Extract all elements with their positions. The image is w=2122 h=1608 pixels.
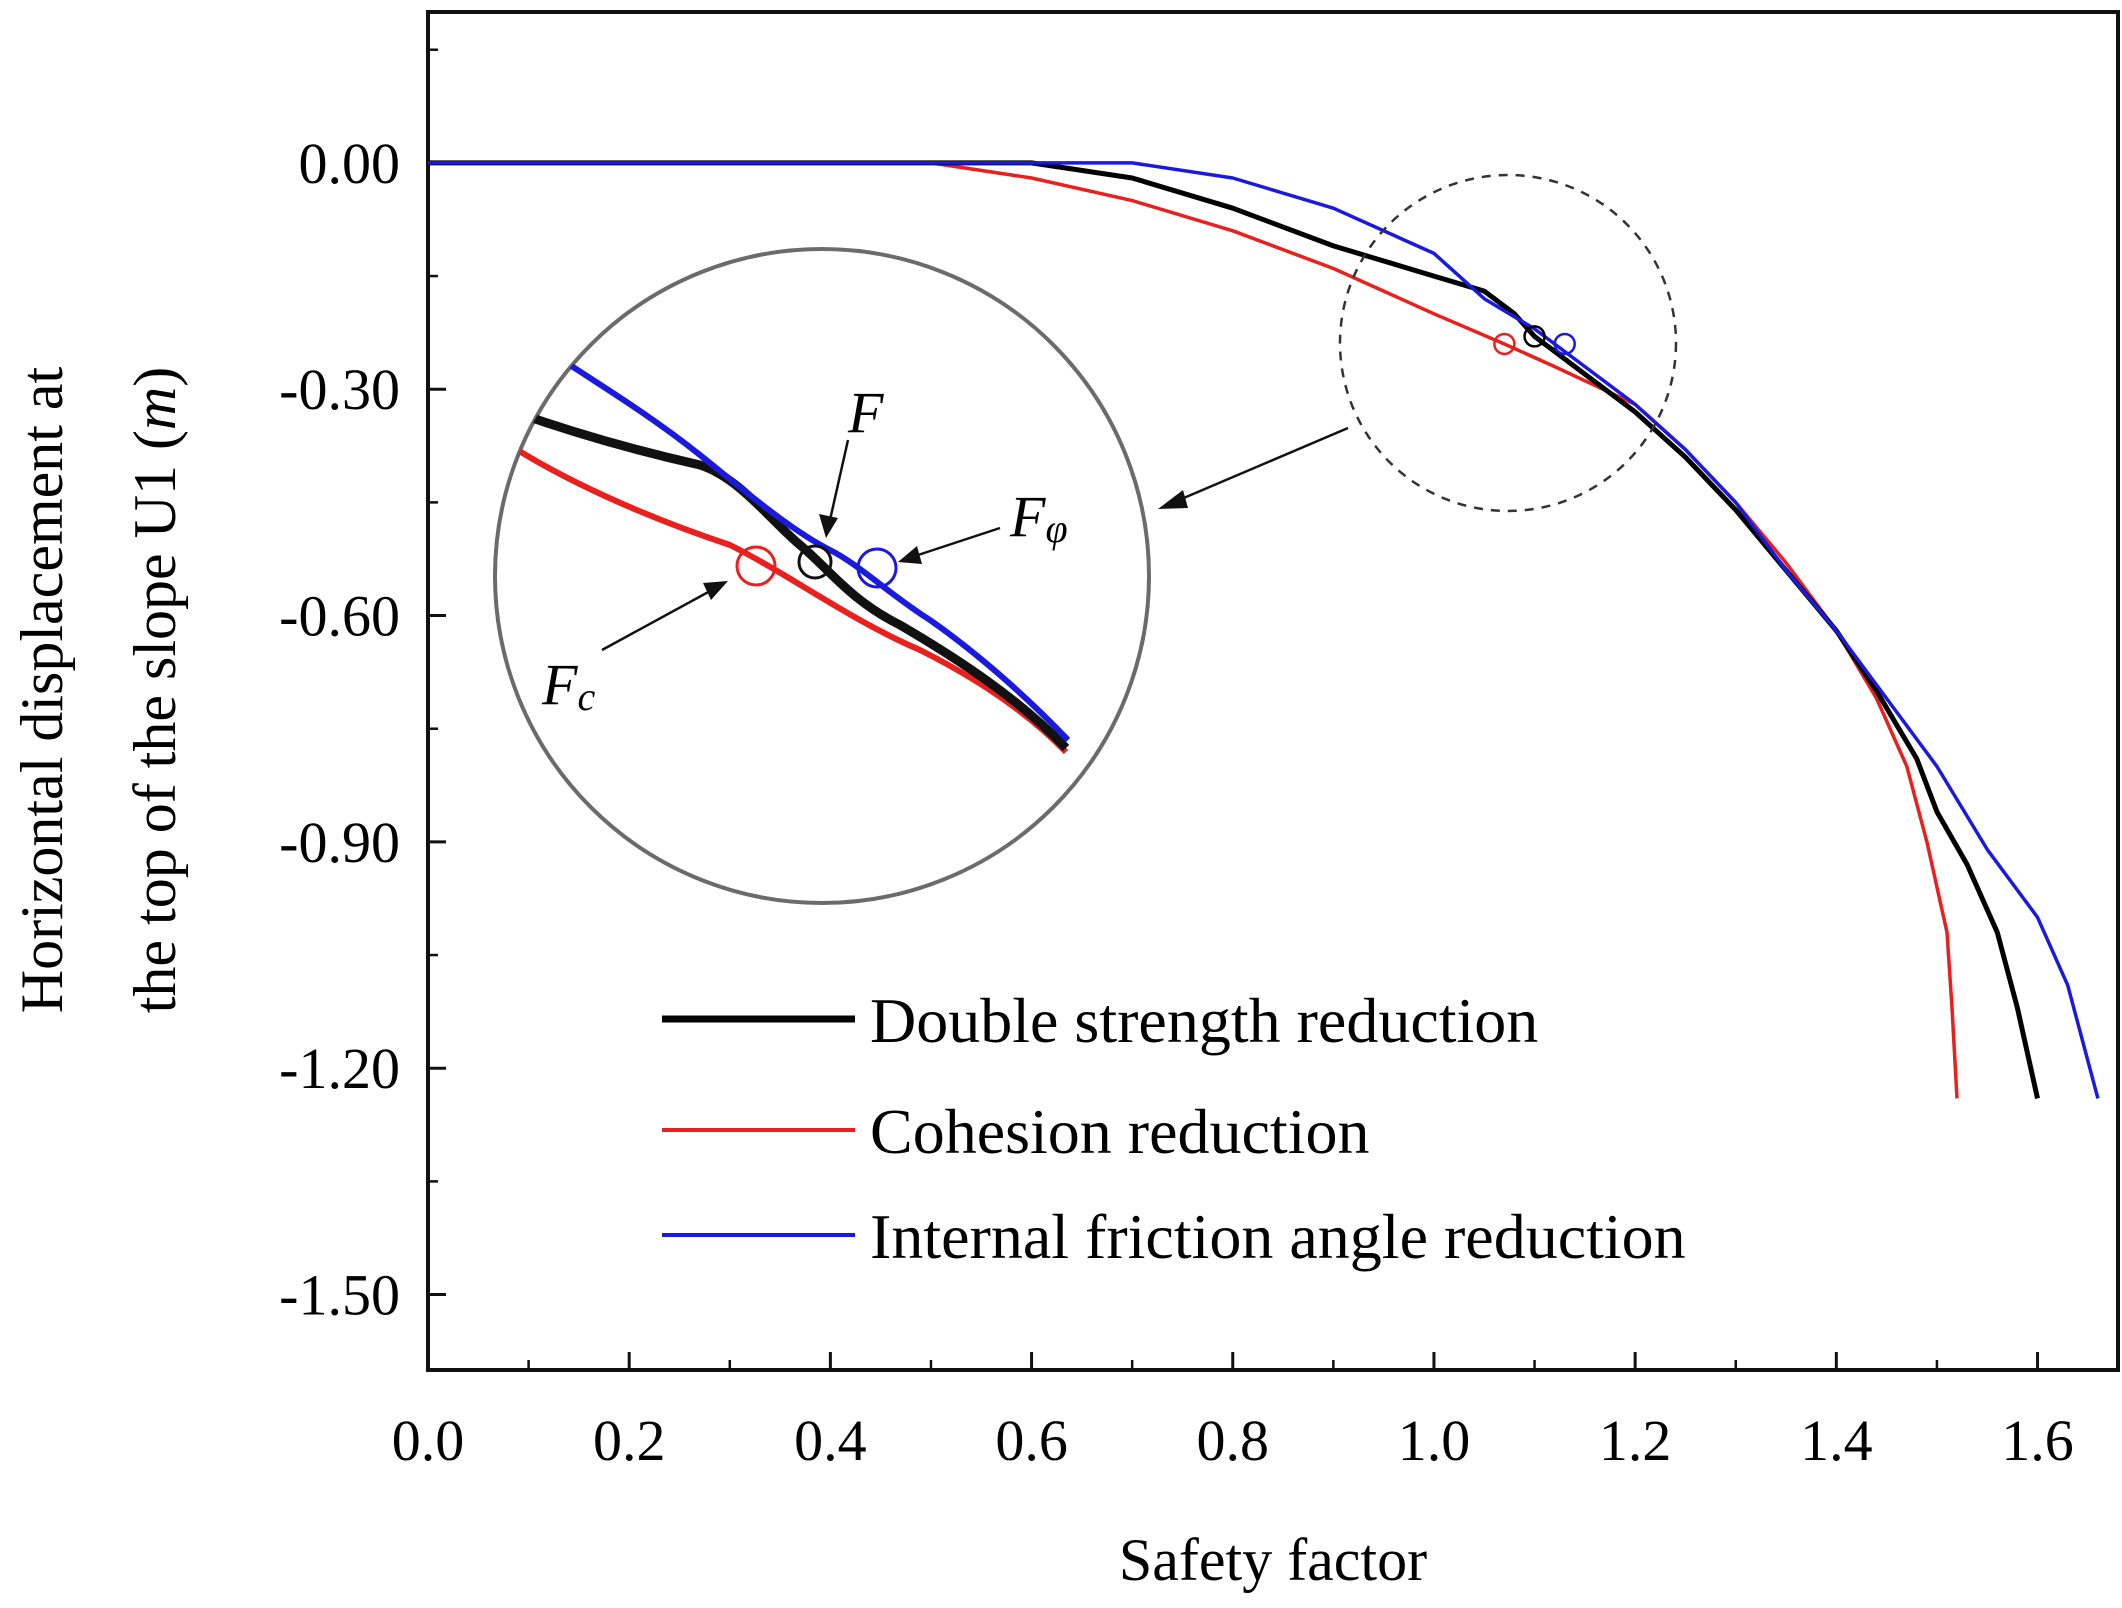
y-axis-title-line2: the top of the slope U1 (m) [122, 367, 188, 1014]
x-tick-label: 0.4 [794, 1408, 867, 1473]
inset-marker-f [797, 544, 833, 580]
x-tick-label: 1.6 [2001, 1408, 2074, 1473]
x-tick-label: 0.0 [392, 1408, 465, 1473]
x-axis-title: Safety factor [1119, 1527, 1427, 1593]
inset-label-fc: Fc [541, 652, 595, 719]
inset-line-friction [548, 349, 1071, 743]
y-tick-label: -0.90 [279, 810, 400, 875]
y-tick-label: -0.60 [279, 584, 400, 649]
inset-line-cohesion [503, 439, 1069, 755]
axis-ticks [426, 48, 2040, 1370]
legend: Double strength reduction Cohesion reduc… [662, 985, 1686, 1272]
series-line-0 [428, 160, 2040, 1099]
inset-label-f: F [847, 380, 884, 445]
y-tick-label: -1.20 [279, 1036, 400, 1101]
inset-label-fphi: Fφ [1009, 484, 1068, 551]
critical-point-markers [1493, 325, 1576, 356]
x-tick-label: 1.4 [1800, 1408, 1873, 1473]
marker-Fφ [1553, 332, 1576, 356]
zoom-arrow-head [1158, 490, 1188, 509]
y-tick-label: -1.50 [279, 1263, 400, 1328]
marker-Fc [1493, 332, 1516, 356]
arrow-f [828, 439, 850, 521]
legend-label-friction: Internal friction angle reduction [870, 1201, 1686, 1272]
arrow-fc [601, 588, 713, 652]
zoom-region-circle [1338, 173, 1678, 513]
x-tick-label: 1.2 [1599, 1408, 1672, 1473]
inset-marker-fphi [856, 547, 898, 589]
legend-label-double: Double strength reduction [870, 985, 1538, 1056]
arrow-f-head [819, 514, 838, 538]
y-axis-title-line1: Horizontal displacement at [9, 366, 75, 1013]
inset-marker-fc [735, 545, 777, 587]
legend-label-cohesion: Cohesion reduction [870, 1096, 1369, 1167]
arrow-fc-head [703, 581, 728, 600]
data-series [428, 160, 2100, 1099]
plot-frame [426, 10, 2120, 1372]
zoom-arrow [1171, 426, 1349, 505]
x-tick-label: 0.6 [995, 1408, 1068, 1473]
axis-tick-labels: 0.0 0.2 0.4 0.6 0.8 1.0 1.2 1.4 1.6 0.00 -0.30 -0.6… [279, 131, 2074, 1473]
marker-F [1523, 325, 1546, 348]
arrow-fphi-head [898, 546, 922, 564]
inset-lines [503, 349, 1071, 755]
inset-line-double [513, 407, 1070, 752]
y-tick-label: 0.00 [299, 131, 401, 196]
x-tick-label: 0.8 [1197, 1408, 1270, 1473]
y-tick-label: -0.30 [279, 357, 400, 422]
x-tick-label: 0.2 [593, 1408, 666, 1473]
series-line-2 [428, 161, 2100, 1099]
x-tick-label: 1.0 [1398, 1408, 1471, 1473]
arrow-fphi [914, 526, 1001, 558]
